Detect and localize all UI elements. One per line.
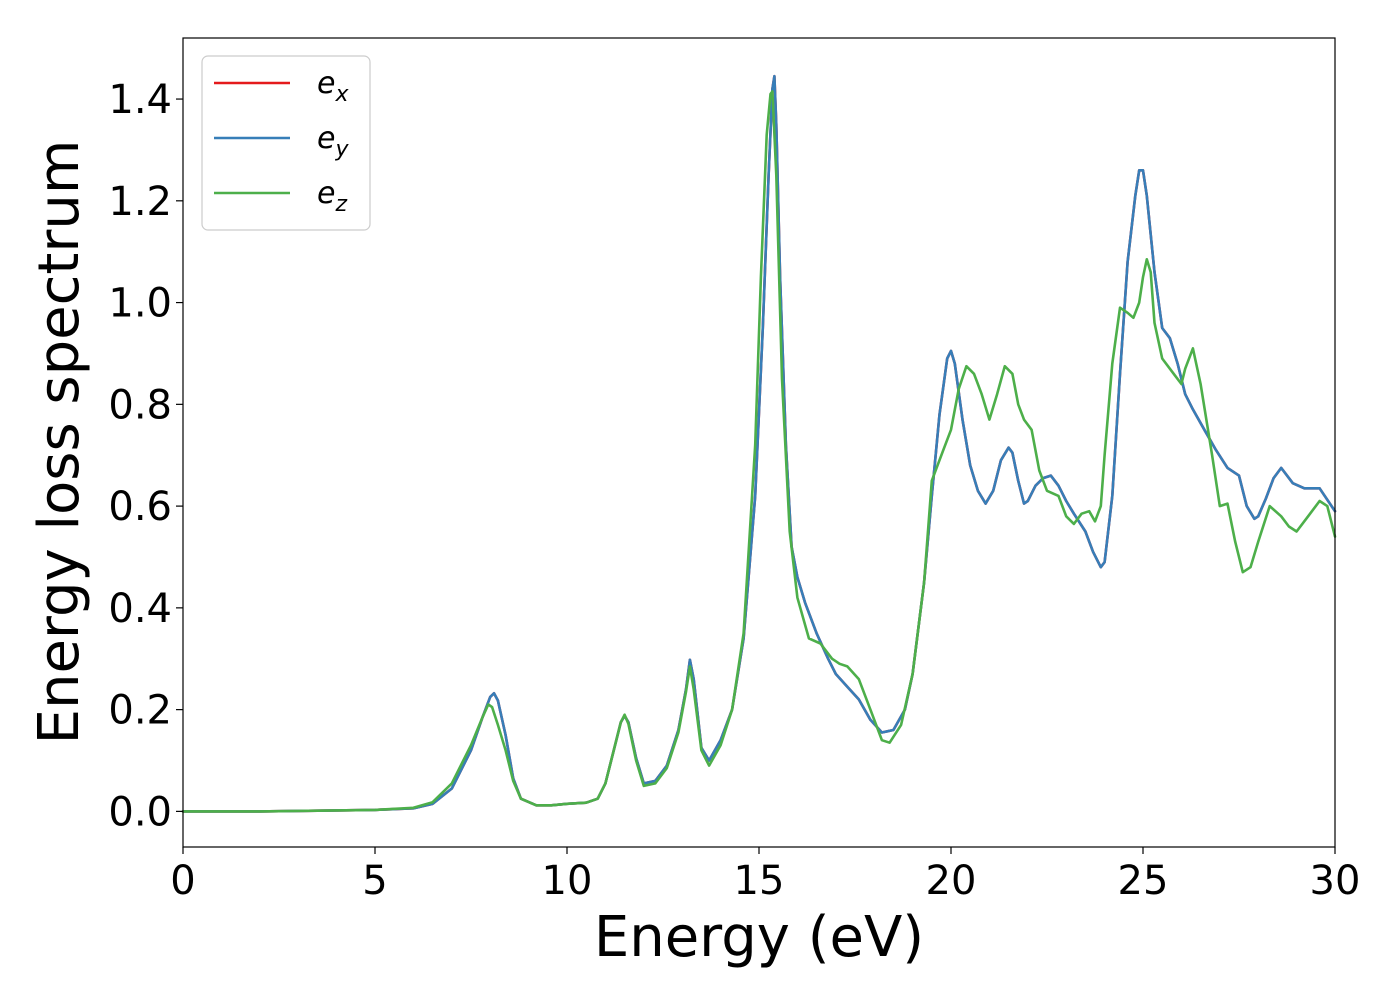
x-tick-label: 30 — [1310, 858, 1361, 904]
x-tick-label: 20 — [926, 858, 977, 904]
legend-label: ez — [317, 176, 347, 217]
legend: ex ey ez — [201, 55, 371, 231]
y-tick-label: 0.8 — [108, 382, 172, 428]
series-layer — [181, 74, 1337, 813]
legend-entries: ex ey ez — [214, 66, 349, 217]
x-tick-label: 10 — [542, 858, 593, 904]
x-tick-label: 0 — [170, 858, 195, 904]
y-tick-label: 1.0 — [108, 281, 172, 327]
y-tick-label: 0.0 — [108, 789, 172, 835]
x-tick-label: 25 — [1118, 858, 1169, 904]
x-tick-label: 15 — [734, 858, 785, 904]
y-tick-label: 0.6 — [108, 484, 172, 530]
y-tick-label: 0.4 — [108, 586, 172, 632]
legend-label: ex — [317, 66, 349, 107]
legend-label: ey — [317, 121, 349, 162]
x-axis-title: Energy (eV) — [594, 905, 924, 970]
legend-box — [201, 55, 371, 231]
y-tick-label: 1.2 — [108, 179, 172, 225]
y-axis-title: Energy loss spectrum — [27, 140, 92, 745]
x-axis: 0 5 10 15 20 25 30 — [170, 847, 1360, 904]
y-axis: 0.0 0.2 0.4 0.6 0.8 1.0 1.2 1.4 — [108, 77, 183, 835]
series-line-e-z — [181, 90, 1337, 813]
y-tick-label: 0.2 — [108, 688, 172, 734]
x-tick-label: 5 — [362, 858, 387, 904]
y-tick-label: 1.4 — [108, 77, 172, 123]
